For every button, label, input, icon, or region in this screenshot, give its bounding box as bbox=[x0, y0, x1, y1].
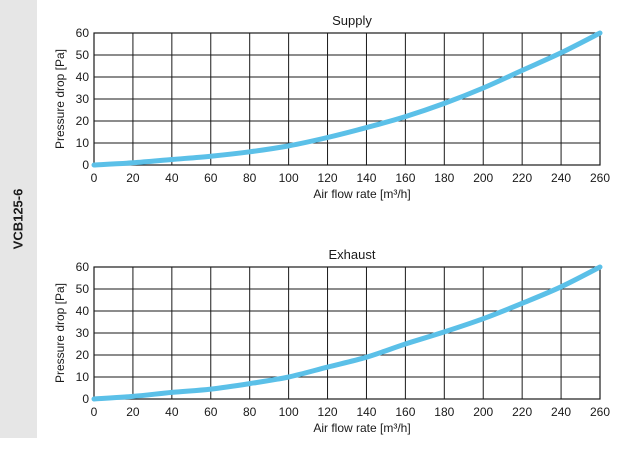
x-tick-label: 180 bbox=[434, 405, 454, 419]
x-tick-label: 240 bbox=[551, 171, 571, 185]
x-tick-label: 20 bbox=[126, 171, 140, 185]
x-tick-label: 220 bbox=[512, 405, 532, 419]
x-tick-label: 80 bbox=[243, 171, 257, 185]
y-axis-label: Pressure drop [Pa] bbox=[53, 283, 67, 383]
y-tick-label: 20 bbox=[76, 348, 90, 362]
series-line bbox=[91, 264, 603, 402]
series-line bbox=[91, 30, 603, 168]
y-tick-label: 50 bbox=[76, 282, 90, 296]
x-tick-label: 140 bbox=[356, 171, 376, 185]
x-tick-label: 60 bbox=[204, 171, 218, 185]
chart-title: Supply bbox=[332, 13, 372, 28]
x-tick-label: 40 bbox=[165, 171, 179, 185]
y-tick-label: 0 bbox=[82, 158, 89, 172]
y-tick-label: 0 bbox=[82, 392, 89, 406]
x-tick-label: 140 bbox=[356, 405, 376, 419]
x-tick-label: 120 bbox=[318, 171, 338, 185]
x-tick-label: 0 bbox=[91, 171, 98, 185]
y-tick-label: 50 bbox=[76, 48, 90, 62]
y-tick-label: 10 bbox=[76, 370, 90, 384]
chart-title: Exhaust bbox=[329, 247, 376, 262]
y-tick-label: 20 bbox=[76, 114, 90, 128]
x-tick-label: 60 bbox=[204, 405, 218, 419]
y-tick-label: 60 bbox=[76, 26, 90, 40]
x-tick-label: 240 bbox=[551, 405, 571, 419]
x-tick-label: 180 bbox=[434, 171, 454, 185]
x-tick-label: 200 bbox=[473, 405, 493, 419]
x-axis-label: Air flow rate [m³/h] bbox=[313, 421, 410, 435]
x-tick-label: 100 bbox=[279, 171, 299, 185]
x-tick-label: 20 bbox=[126, 405, 140, 419]
x-tick-label: 0 bbox=[91, 405, 98, 419]
x-tick-label: 260 bbox=[590, 171, 610, 185]
y-tick-label: 30 bbox=[76, 92, 90, 106]
x-tick-label: 260 bbox=[590, 405, 610, 419]
y-tick-label: 30 bbox=[76, 326, 90, 340]
x-tick-label: 100 bbox=[279, 405, 299, 419]
x-tick-label: 40 bbox=[165, 405, 179, 419]
y-axis-label: Pressure drop [Pa] bbox=[53, 49, 67, 149]
x-tick-label: 80 bbox=[243, 405, 257, 419]
x-tick-label: 220 bbox=[512, 171, 532, 185]
x-tick-label: 200 bbox=[473, 171, 493, 185]
x-tick-label: 160 bbox=[395, 405, 415, 419]
y-tick-label: 40 bbox=[76, 70, 90, 84]
plot-frame bbox=[93, 32, 601, 166]
side-band bbox=[0, 0, 37, 438]
x-tick-label: 120 bbox=[318, 405, 338, 419]
plot-frame bbox=[93, 266, 601, 400]
x-tick-label: 160 bbox=[395, 171, 415, 185]
y-tick-label: 40 bbox=[76, 304, 90, 318]
x-axis-label: Air flow rate [m³/h] bbox=[313, 187, 410, 201]
y-tick-label: 60 bbox=[76, 260, 90, 274]
y-tick-label: 10 bbox=[76, 136, 90, 150]
